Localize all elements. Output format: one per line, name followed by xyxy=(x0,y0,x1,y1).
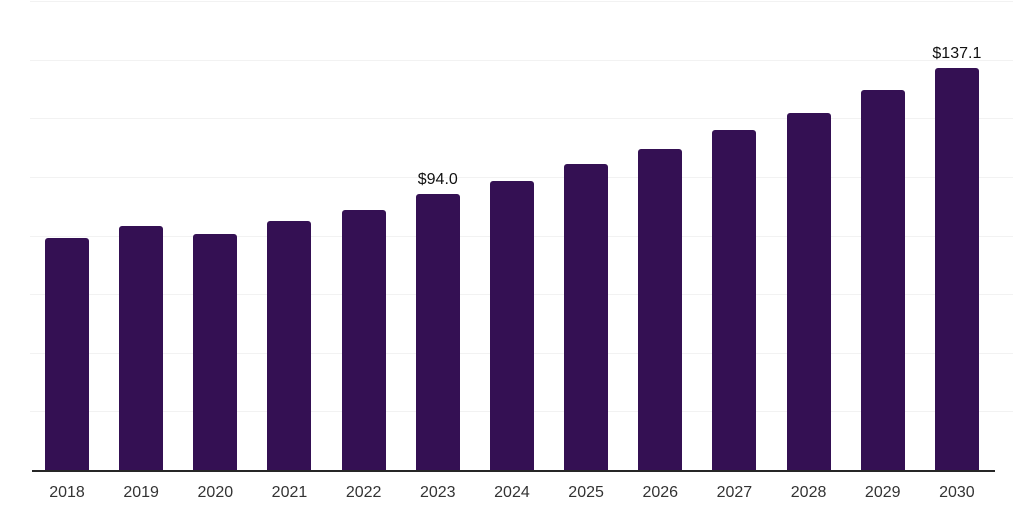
x-axis-labels: 2018 2019 2020 2021 2022 2023 2024 2025 2026 2027… xyxy=(45,484,979,502)
gridline xyxy=(30,176,1013,178)
bar-column-2019 xyxy=(119,225,164,470)
bar-2029 xyxy=(860,90,905,470)
x-tick-label-2024: 2024 xyxy=(494,484,530,501)
bar-2026 xyxy=(638,148,683,470)
x-tick-label-2029: 2029 xyxy=(864,484,901,501)
x-tick-label-2021: 2021 xyxy=(271,484,308,501)
x-tick-label-2022: 2022 xyxy=(345,484,382,501)
bar-value-label-2023: $94.0 xyxy=(417,170,458,188)
bar-column-2030: $137.1 xyxy=(932,45,981,470)
bars-row: $94.0 $137.1 xyxy=(45,45,981,470)
bar-column-2018 xyxy=(45,238,89,470)
bar-column-2021 xyxy=(267,221,312,470)
bar-column-2025 xyxy=(564,163,609,470)
bar-2019 xyxy=(119,225,164,470)
bar-column-2020 xyxy=(193,234,238,470)
x-tick-label-2018: 2018 xyxy=(49,484,85,501)
x-tick-label-2026: 2026 xyxy=(642,484,679,501)
plot-area: $94.0 $137.1 xyxy=(30,1,1013,472)
x-tick-label-2030: 2030 xyxy=(939,484,975,501)
x-tick-label-2020: 2020 xyxy=(197,484,234,501)
bar-column-2027 xyxy=(712,129,757,470)
bar-2024 xyxy=(489,180,534,470)
x-tick-label-2019: 2019 xyxy=(123,484,159,501)
bar-value-label-2030: $137.1 xyxy=(932,44,982,62)
bar-2030 xyxy=(934,68,979,470)
bar-2023 xyxy=(415,194,460,470)
bar-column-2028 xyxy=(786,112,831,470)
bar-2020 xyxy=(193,234,238,470)
bar-2022 xyxy=(341,209,386,470)
bar-column-2023: $94.0 xyxy=(415,171,460,470)
bar-column-2029 xyxy=(860,90,905,470)
bar-2021 xyxy=(267,221,312,470)
bar-column-2024 xyxy=(489,180,534,470)
bar-2027 xyxy=(712,129,757,470)
x-tick-label-2027: 2027 xyxy=(716,484,753,501)
bar-2028 xyxy=(786,112,831,470)
gridline xyxy=(30,59,1013,61)
bar-column-2022 xyxy=(341,209,386,470)
gridline xyxy=(30,1,1013,2)
bar-2018 xyxy=(45,238,89,470)
x-tick-label-2023: 2023 xyxy=(419,484,456,501)
bar-column-2026 xyxy=(638,148,683,470)
bar-2025 xyxy=(564,163,609,470)
x-axis-line xyxy=(32,470,995,472)
gridline xyxy=(30,118,1013,120)
x-tick-label-2028: 2028 xyxy=(790,484,827,501)
x-tick-label-2025: 2025 xyxy=(568,484,604,501)
